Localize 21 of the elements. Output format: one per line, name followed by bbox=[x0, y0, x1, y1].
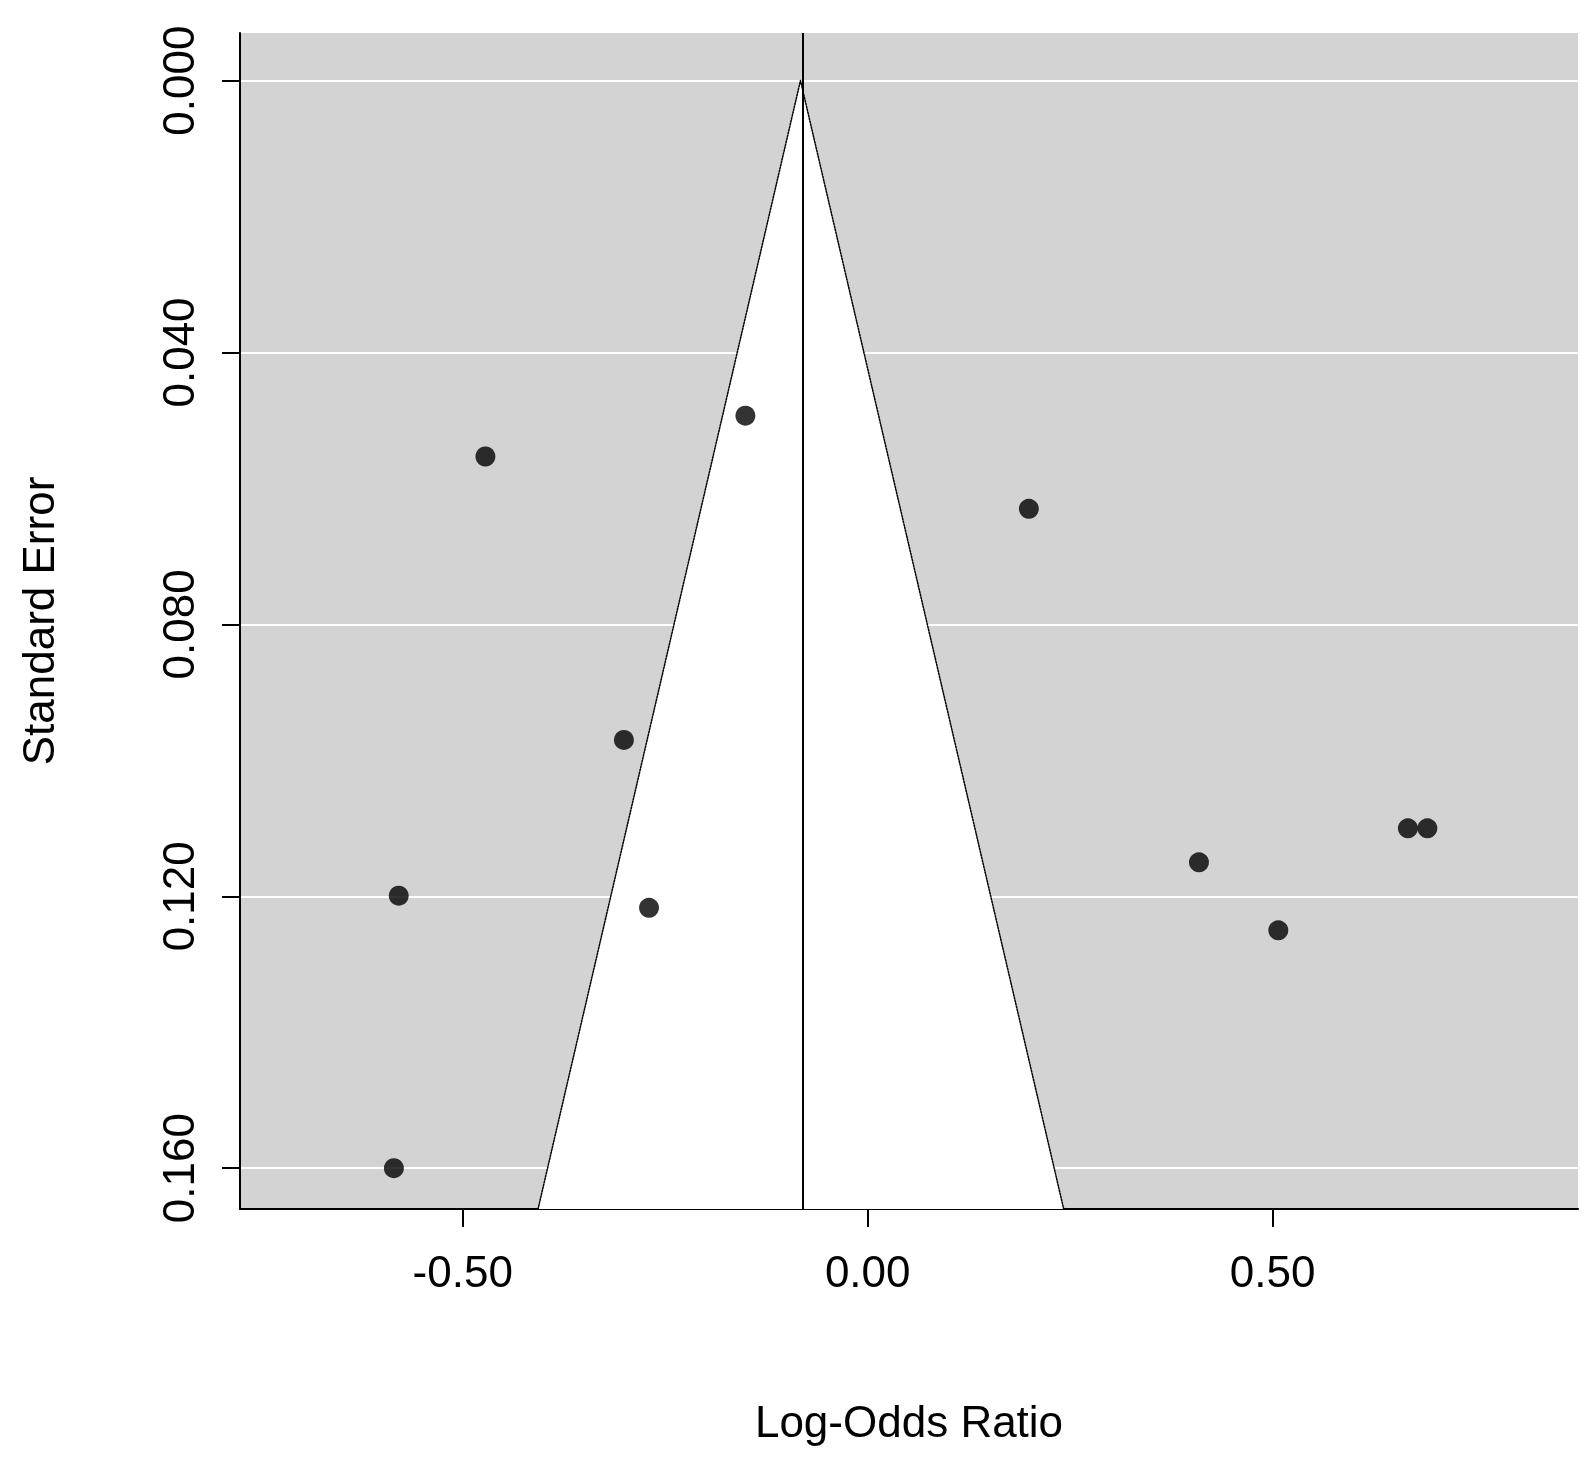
point bbox=[388, 885, 409, 906]
x-axis-title: Log-Odds Ratio bbox=[754, 1396, 1064, 1446]
y-tick-label: 0.000 bbox=[153, 25, 203, 136]
point bbox=[1188, 852, 1209, 873]
point bbox=[1268, 920, 1289, 941]
y-axis-title: Standard Error bbox=[13, 476, 63, 766]
y-tick-label: 0.160 bbox=[153, 1113, 203, 1224]
x-tick-label: 0.50 bbox=[1229, 1246, 1316, 1296]
x-tick-label: 0.00 bbox=[824, 1246, 911, 1296]
x-tick-label: -0.50 bbox=[412, 1246, 513, 1296]
point bbox=[613, 729, 634, 750]
point bbox=[475, 446, 496, 467]
point bbox=[1397, 818, 1418, 839]
point bbox=[735, 405, 756, 426]
point bbox=[1018, 498, 1039, 519]
y-tick-label: 0.040 bbox=[153, 297, 203, 408]
point bbox=[639, 897, 660, 918]
point bbox=[383, 1158, 404, 1179]
y-tick-label: 0.120 bbox=[153, 841, 203, 952]
y-tick-label: 0.080 bbox=[153, 569, 203, 680]
point bbox=[1417, 818, 1438, 839]
